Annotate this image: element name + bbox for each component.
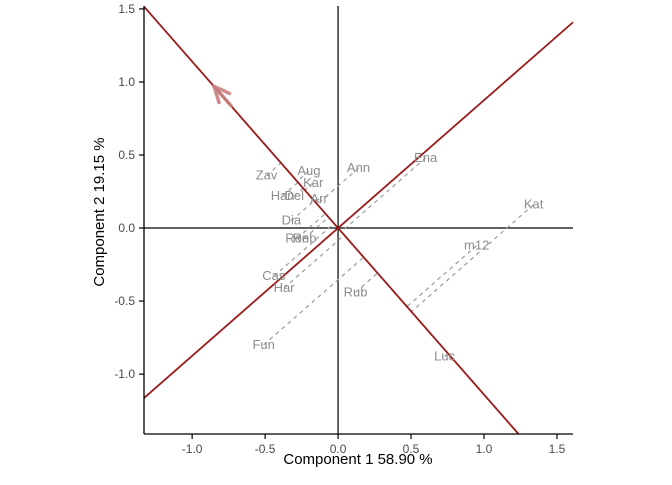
x-tick-label: 1.5 — [549, 442, 566, 456]
projection-line-Fun — [263, 256, 365, 346]
point-label-Ena: Ena — [414, 150, 438, 165]
projection-line-Dia — [290, 200, 315, 222]
projection-line-Han — [282, 181, 299, 197]
projection-line-Del — [293, 187, 304, 197]
x-tick-label: 0.0 — [330, 442, 347, 456]
point-label-Kar: Kar — [303, 175, 324, 190]
y-tick-label: 1.0 — [118, 75, 135, 89]
point-label-Arr: Arr — [310, 191, 328, 206]
projection-line-Reb — [304, 216, 329, 239]
projection-line-Kar — [304, 182, 314, 191]
x-tick-label: 1.0 — [476, 442, 493, 456]
point-label-Rub: Rub — [344, 284, 368, 299]
y-tick-label: 1.5 — [118, 2, 135, 16]
point-label-Ann: Ann — [347, 160, 370, 175]
point-label-Dia: Dia — [282, 213, 302, 228]
mean-direction-arrow — [212, 84, 233, 108]
y-tick-label: 0.5 — [118, 148, 135, 162]
point-label-Aug: Aug — [297, 163, 320, 178]
point-label-Luc: Luc — [434, 349, 455, 364]
point-label-Zav: Zav — [256, 167, 278, 182]
projection-line-Zav — [266, 162, 282, 176]
point-label-Cas: Cas — [262, 268, 286, 283]
projection-line-Ann — [316, 167, 359, 205]
projection-line-Cas — [273, 223, 335, 277]
arrow-head-wing — [212, 84, 232, 96]
point-label-Fun: Fun — [252, 337, 274, 352]
projection-line-m12 — [406, 245, 478, 308]
point-label-Del: Del — [285, 188, 305, 203]
projection-line-Kat — [410, 204, 534, 313]
point-label-m12: m12 — [464, 238, 489, 253]
x-tick-label: 0.5 — [403, 442, 420, 456]
arrow-head-wing — [212, 84, 221, 105]
projection-line-Arr — [314, 198, 320, 203]
projection-line-Ena — [340, 157, 427, 233]
ordinate-axis-line — [143, 21, 574, 399]
projection-line-Har — [283, 234, 345, 289]
x-tick-label: -0.5 — [255, 442, 276, 456]
x-tick-label: -1.0 — [182, 442, 203, 456]
point-label-Reb: Reb — [293, 230, 317, 245]
point-label-Kat: Kat — [524, 197, 544, 212]
y-tick-label: -0.5 — [114, 294, 135, 308]
point-label-Han: Han — [271, 188, 295, 203]
point-label-Har: Har — [274, 280, 296, 295]
y-axis-title: Component 2 19.15 % — [91, 137, 108, 286]
x-axis-title: Component 1 58.90 % — [283, 451, 432, 468]
projection-line-Aug — [296, 170, 310, 182]
average-environment-axis-line — [143, 5, 520, 435]
y-tick-label: 0.0 — [118, 221, 135, 235]
projection-line-Ron — [296, 213, 326, 239]
projection-line-Rub — [355, 272, 378, 293]
y-tick-label: -1.0 — [114, 367, 135, 381]
arrow-shaft — [212, 84, 233, 108]
point-label-Ron: Ron — [285, 230, 309, 245]
